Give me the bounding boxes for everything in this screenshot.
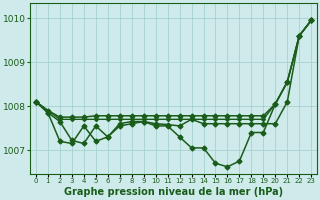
X-axis label: Graphe pression niveau de la mer (hPa): Graphe pression niveau de la mer (hPa)	[64, 187, 283, 197]
